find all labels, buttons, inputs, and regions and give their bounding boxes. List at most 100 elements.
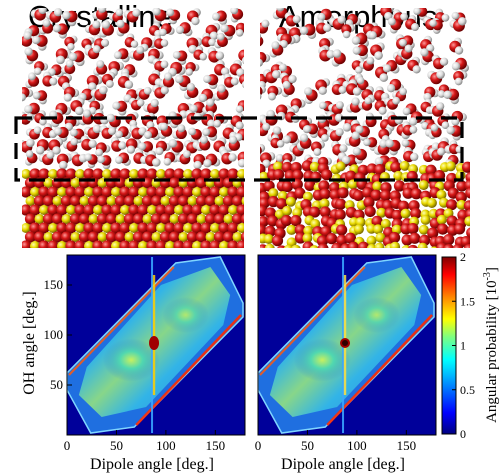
hydrogen-atom xyxy=(136,98,145,107)
hydrogen-atom xyxy=(198,93,207,103)
substrate-oxygen-atom xyxy=(128,186,140,198)
substrate-oxygen-atom xyxy=(266,215,279,227)
silicon-atom xyxy=(232,232,243,242)
silicon-atom xyxy=(375,232,386,243)
silicon-atom xyxy=(347,179,358,190)
substrate-oxygen-atom xyxy=(335,198,347,210)
hydrogen-atom xyxy=(292,15,301,24)
hydrogen-atom xyxy=(278,63,287,72)
substrate-oxygen-atom xyxy=(402,187,414,199)
colorbar-label: Angular probability [10-3] xyxy=(482,267,500,423)
hydrogen-atom xyxy=(67,42,75,51)
silicon-atom xyxy=(319,198,330,209)
hydrogen-atom xyxy=(260,93,262,100)
silicon-atom xyxy=(120,205,130,215)
silicon-atom xyxy=(205,232,216,242)
substrate-oxygen-atom xyxy=(191,168,203,180)
substrate-oxygen-atom xyxy=(87,231,100,243)
substrate-oxygen-atom xyxy=(101,186,113,198)
substrate-oxygen-atom xyxy=(388,232,401,244)
hydrogen-atom xyxy=(199,135,208,144)
hydrogen-atom xyxy=(206,98,215,107)
hydrogen-atom xyxy=(228,153,237,162)
hydrogen-atom xyxy=(116,19,125,28)
silicon-atom xyxy=(268,188,279,199)
substrate-oxygen-atom xyxy=(209,204,221,216)
silicon-atom xyxy=(309,245,319,248)
hydrogen-atom xyxy=(319,101,327,110)
silicon-atom xyxy=(147,205,157,215)
hydrogen-atom xyxy=(379,139,388,148)
silicon-atom xyxy=(400,208,411,219)
hydrogen-atom xyxy=(439,57,449,66)
hydrogen-atom xyxy=(337,15,346,24)
hydrogen-atom xyxy=(159,28,167,37)
substrate-oxygen-atom xyxy=(195,231,208,243)
hydrogen-atom xyxy=(26,138,35,148)
substrate-oxygen-atom xyxy=(437,223,449,235)
x-tick-label: 0 xyxy=(64,438,71,453)
substrate-oxygen-atom xyxy=(260,224,267,236)
substrate-oxygen-atom xyxy=(119,240,131,248)
substrate-oxygen-atom xyxy=(74,186,86,198)
silicon-atom xyxy=(237,169,244,179)
hydrogen-atom xyxy=(199,52,208,61)
silicon-atom xyxy=(430,246,439,248)
silicon-atom xyxy=(373,224,384,235)
substrate-oxygen-atom xyxy=(321,169,333,181)
substrate-oxygen-atom xyxy=(344,232,357,244)
substrate-oxygen-atom xyxy=(128,204,140,216)
hydrogen-atom xyxy=(420,48,429,57)
substrate-oxygen-atom xyxy=(227,186,239,198)
hydrogen-atom xyxy=(112,101,121,110)
substrate-oxygen-atom xyxy=(83,222,95,234)
silicon-atom xyxy=(142,214,153,224)
silicon-atom xyxy=(219,187,229,197)
hydrogen-atom xyxy=(208,38,217,47)
silicon-atom xyxy=(79,196,90,206)
substrate-oxygen-atom xyxy=(101,204,113,216)
hydrogen-atom xyxy=(411,23,420,31)
hydrogen-atom xyxy=(92,20,101,29)
hydrogen-atom xyxy=(152,8,161,16)
silicon-atom xyxy=(420,214,431,225)
hydrogen-atom xyxy=(436,102,445,111)
substrate-oxygen-atom xyxy=(83,168,95,180)
substrate-oxygen-atom xyxy=(38,240,50,248)
substrate-oxygen-atom xyxy=(204,213,217,225)
silicon-atom xyxy=(102,223,112,233)
hydrogen-atom xyxy=(252,120,260,128)
hydrogen-atom xyxy=(352,147,362,156)
substrate-oxygen-atom xyxy=(227,168,239,180)
hydrogen-atom xyxy=(275,153,284,162)
hydrogen-atom xyxy=(217,84,226,93)
hydrogen-atom xyxy=(436,70,445,79)
substrate-oxygen-atom xyxy=(336,224,348,236)
hydrogen-atom xyxy=(216,32,225,41)
silicon-atom xyxy=(84,187,94,197)
y-axis-label: OH angle [deg.] xyxy=(21,291,38,395)
hydrogen-atom xyxy=(237,158,244,168)
silicon-atom xyxy=(210,223,220,233)
hydrogen-atom xyxy=(230,77,239,86)
probability-hotspot xyxy=(293,338,351,382)
substrate-oxygen-atom xyxy=(96,195,109,207)
hydrogen-atom xyxy=(118,141,127,150)
central-maximum xyxy=(342,340,349,346)
hydrogen-atom xyxy=(163,157,172,166)
silicon-atom xyxy=(66,205,76,215)
hydrogen-atom xyxy=(400,12,408,21)
silicon-atom xyxy=(75,223,85,233)
hydrogen-atom xyxy=(33,67,42,75)
substrate-oxygen-atom xyxy=(407,223,419,235)
hydrogen-atom xyxy=(126,145,136,154)
x-tick-label: 100 xyxy=(347,438,367,453)
y-tick-label: 100 xyxy=(44,327,64,342)
crystalline-axes: 0 50 100 150 Dipole angle [deg.] 50 100 150 OH a… xyxy=(21,277,225,473)
substrate-oxygen-atom xyxy=(78,231,91,243)
hydrogen-atom xyxy=(155,147,164,156)
substrate-oxygen-atom xyxy=(227,222,239,234)
silicon-atom xyxy=(160,196,171,206)
y-tick-label: 150 xyxy=(44,277,64,292)
substrate-oxygen-atom xyxy=(114,195,127,207)
